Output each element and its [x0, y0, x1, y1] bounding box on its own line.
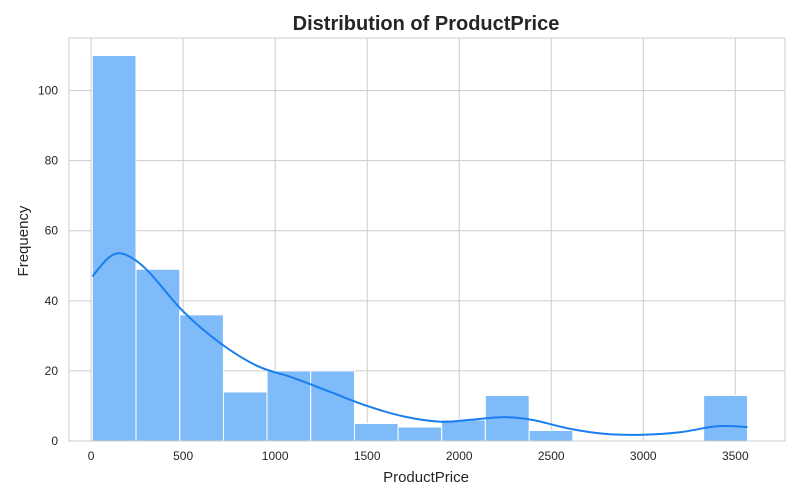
x-axis-label: ProductPrice	[383, 469, 469, 486]
y-tick-label: 20	[45, 364, 59, 378]
histogram-bar	[528, 429, 574, 442]
histogram-bar	[135, 268, 181, 442]
x-tick-label: 1500	[354, 449, 381, 463]
histogram-bar	[222, 391, 268, 442]
y-tick-label: 0	[51, 434, 58, 448]
y-axis-label: Frequency	[15, 205, 32, 276]
grid-lines	[69, 38, 785, 442]
histogram-bar	[91, 55, 137, 442]
x-tick-label: 3000	[630, 449, 657, 463]
histogram-bar	[310, 370, 355, 442]
y-tick-label: 100	[38, 84, 58, 98]
kde-curve-layer	[91, 252, 748, 436]
x-tick-label: 2500	[538, 449, 565, 463]
y-tick-label: 40	[45, 294, 59, 308]
y-tick-label: 80	[45, 154, 59, 168]
histogram-bar	[703, 394, 748, 442]
chart-title: Distribution of ProductPrice	[293, 13, 560, 35]
histogram-bars	[91, 55, 748, 442]
x-tick-label: 3500	[722, 449, 749, 463]
kde-curve	[91, 252, 748, 436]
x-tick-label: 1000	[262, 449, 289, 463]
plot-frame	[68, 37, 786, 442]
histogram-bar	[397, 426, 443, 442]
histogram-bar	[353, 422, 399, 442]
histogram-bar	[441, 419, 486, 442]
y-tick-label: 60	[45, 224, 59, 238]
x-tick-label: 500	[173, 449, 193, 463]
histogram-bar	[179, 314, 224, 442]
tick-labels: 0 500 1000 1500 2000 2500 3000 3500 0 20 40 60 80 100	[38, 84, 749, 463]
x-tick-label: 0	[88, 449, 95, 463]
x-tick-label: 2000	[446, 449, 473, 463]
